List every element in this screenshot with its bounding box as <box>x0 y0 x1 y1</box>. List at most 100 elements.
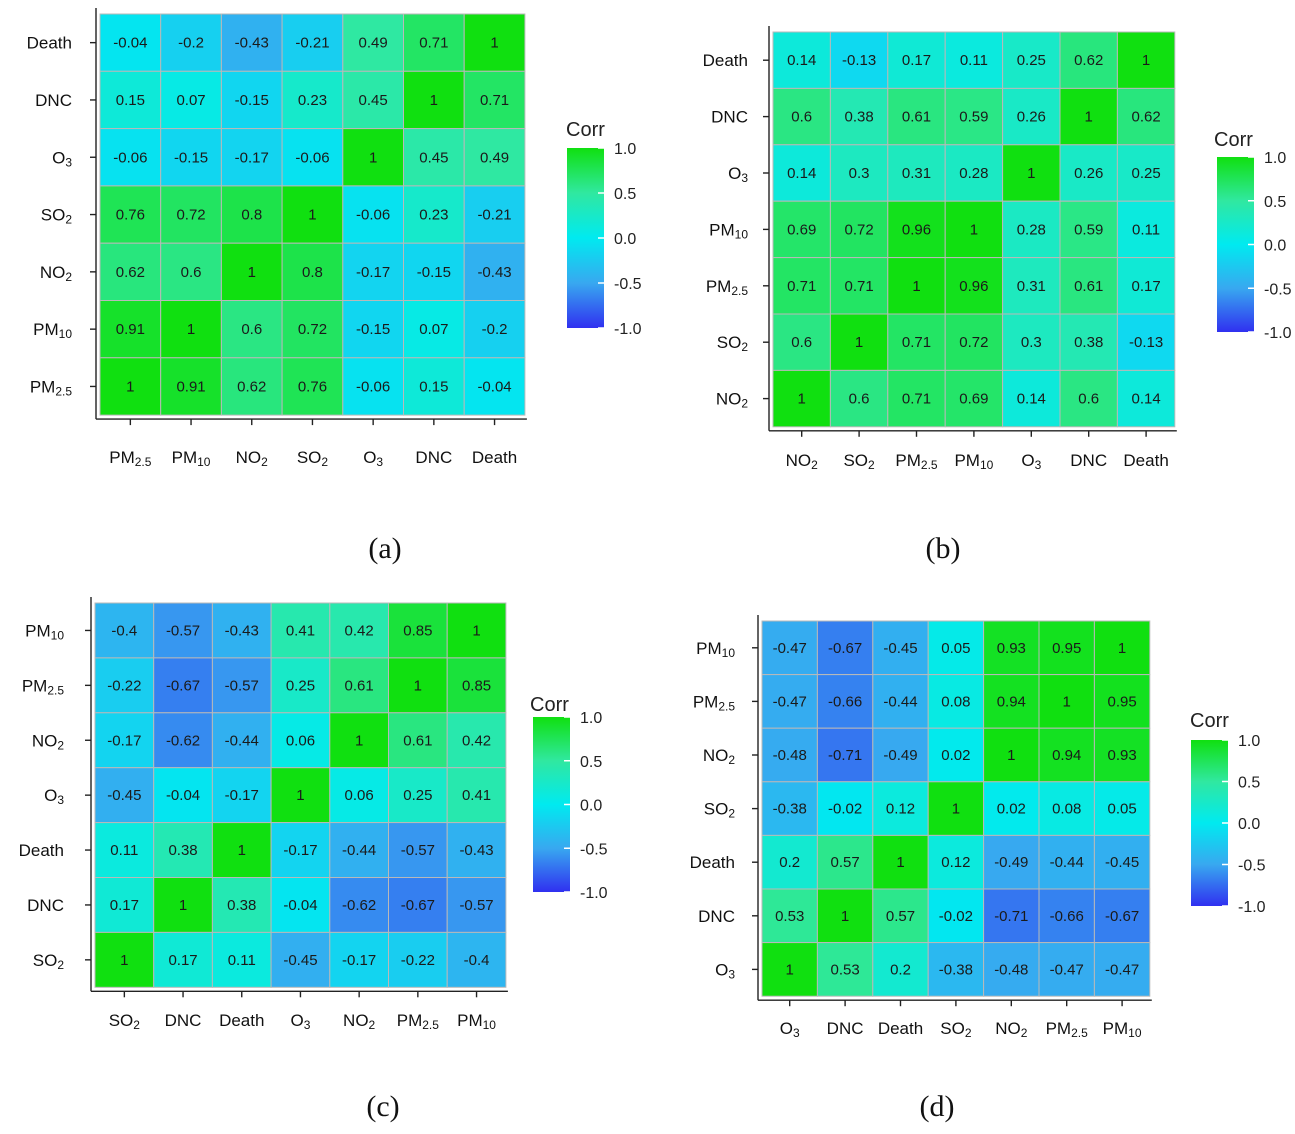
cell-value-label: 1 <box>1007 747 1015 764</box>
heatmap-cell <box>829 313 889 371</box>
x-tick-label-dnc: DNC <box>165 1011 202 1030</box>
heatmap-cell <box>927 620 985 676</box>
cell-value-label: 0.05 <box>941 640 970 657</box>
heatmap-cell <box>94 822 155 879</box>
legend-tick-label: 0.0 <box>580 798 602 815</box>
cell-value-label: 0.38 <box>227 897 256 914</box>
heatmap-cell <box>160 185 222 244</box>
heatmap-cell <box>463 70 526 130</box>
cell-value-label: 0.76 <box>298 378 327 395</box>
heatmap-cell <box>220 242 283 301</box>
cell-value-label: 1 <box>238 842 246 859</box>
legend-title: Corr <box>530 694 569 716</box>
heatmap-cell <box>829 369 889 428</box>
heatmap-cell <box>887 257 946 315</box>
cell-value-label: 0.93 <box>997 640 1026 657</box>
x-tick-label-pm10: PM10 <box>457 1011 496 1032</box>
cell-value-label: 1 <box>120 952 128 969</box>
heatmap-cell <box>772 144 831 202</box>
cell-value-label: 0.38 <box>168 842 197 859</box>
cell-value-label: -0.47 <box>773 693 807 710</box>
cell-value-label: -0.06 <box>113 149 147 166</box>
heatmap-cell <box>872 727 929 783</box>
heatmap-cell <box>772 200 831 259</box>
x-tick-label-no2: NO2 <box>236 448 269 469</box>
heatmap-cell <box>388 822 448 879</box>
legend-tick-label: 0.0 <box>1238 816 1260 833</box>
heatmap-cell <box>829 31 889 89</box>
heatmap-cell <box>211 767 272 824</box>
cell-value-label: 0.91 <box>176 378 205 395</box>
cell-value-label: 0.12 <box>886 801 915 818</box>
cell-value-label: 0.07 <box>176 92 205 109</box>
cell-value-label: -0.15 <box>417 264 451 281</box>
heatmap-panel-b: 0.14 -0.13 0.17 0.11 0.25 0.62 1 0.6 0.38 0.61 0.5… <box>660 0 1295 480</box>
cell-value-label: 0.95 <box>1052 640 1081 657</box>
heatmap-cell <box>153 602 213 659</box>
cell-value-label: 0.53 <box>830 961 859 978</box>
y-tick-label-dnc: DNC <box>711 108 748 127</box>
cell-value-label: 0.26 <box>1017 109 1046 126</box>
heatmap-panel-c: -0.4 -0.57 -0.43 0.41 0.42 0.85 1 -0.22 -0.67 -0.… <box>0 580 660 1050</box>
cell-value-label: -0.04 <box>477 378 511 395</box>
cell-value-label: 0.45 <box>359 92 388 109</box>
cell-value-label: 1 <box>1063 693 1071 710</box>
cell-value-label: -0.44 <box>225 732 259 749</box>
cell-value-label: 0.6 <box>791 334 812 351</box>
cell-value-label: -0.06 <box>356 378 390 395</box>
cell-value-label: -0.48 <box>994 961 1028 978</box>
heatmap-cell <box>772 31 831 89</box>
heatmap-cell <box>153 877 213 933</box>
cell-value-label: -0.43 <box>477 264 511 281</box>
cell-value-label: 1 <box>970 221 978 238</box>
heatmap-cell <box>1116 200 1176 259</box>
heatmap-a-svg: -0.04 -0.2 -0.43 -0.21 0.49 0.71 10.15 0.07 -0.1… <box>27 8 642 469</box>
cell-value-label: 0.72 <box>844 221 873 238</box>
x-tick-label-so2: SO2 <box>109 1011 141 1032</box>
heatmap-cell <box>446 602 507 659</box>
heatmap-cell <box>1002 31 1061 89</box>
heatmap-cell <box>342 128 404 187</box>
heatmap-cell <box>281 128 344 187</box>
heatmap-cell <box>1038 942 1095 997</box>
x-tick-label-no2: NO2 <box>786 451 819 472</box>
cell-value-label: 0.38 <box>1074 334 1103 351</box>
caption-d: (d) <box>919 1090 955 1123</box>
cell-value-label: 1 <box>798 391 806 408</box>
y-tick-label-o3: O3 <box>52 148 72 169</box>
y-tick-label-dnc: DNC <box>698 907 735 926</box>
heatmap-cell <box>872 674 929 729</box>
cell-value-label: 0.72 <box>959 334 988 351</box>
legend-colorbar <box>1217 157 1254 332</box>
heatmap-cell <box>220 128 283 187</box>
x-tick-label-pm25: PM2.5 <box>397 1011 440 1032</box>
x-tick-label-death: Death <box>219 1011 264 1030</box>
cell-value-label: 0.28 <box>1017 221 1046 238</box>
cell-value-label: -0.45 <box>283 952 317 969</box>
heatmap-cell <box>99 242 162 301</box>
heatmap-cell <box>944 369 1004 428</box>
heatmap-cell <box>1002 200 1061 259</box>
cell-value-label: 0.02 <box>997 801 1026 818</box>
heatmap-cell <box>281 300 344 359</box>
y-tick-label-no2: NO2 <box>32 731 65 752</box>
cell-value-label: 0.14 <box>787 52 816 69</box>
cell-value-label: -0.71 <box>828 747 862 764</box>
x-tick-label-death: Death <box>1123 451 1168 470</box>
cell-value-label: 0.62 <box>237 378 266 395</box>
cell-value-label: -0.44 <box>883 693 917 710</box>
heatmap-cell <box>1093 674 1151 729</box>
cell-value-label: 1 <box>430 92 438 109</box>
cell-value-label: -0.06 <box>295 149 329 166</box>
cell-value-label: -0.49 <box>994 854 1028 871</box>
heatmap-cell <box>99 357 162 416</box>
cell-value-label: -0.21 <box>477 207 511 224</box>
heatmap-cell <box>403 185 465 244</box>
cell-value-label: -0.44 <box>1050 854 1084 871</box>
heatmap-cell <box>944 144 1004 202</box>
heatmap-cell <box>1093 620 1151 676</box>
cell-value-label: -0.38 <box>939 961 973 978</box>
cell-value-label: 1 <box>855 334 863 351</box>
cell-value-label: 1 <box>1085 109 1093 126</box>
cell-value-label: -0.62 <box>342 897 376 914</box>
